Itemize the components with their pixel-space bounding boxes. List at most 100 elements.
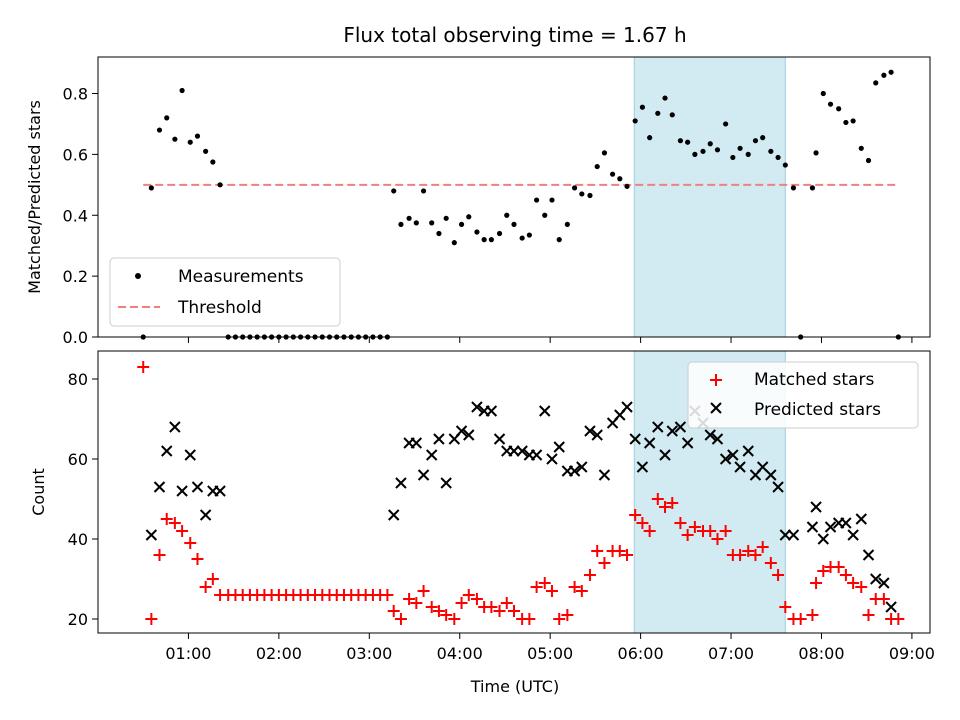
predicted-star-point (191, 481, 204, 493)
predicted-star-point (727, 449, 739, 461)
measurement-point (542, 212, 548, 218)
predicted-star-point (659, 449, 671, 461)
matched-star-point (817, 565, 830, 577)
measurement-point (217, 182, 223, 188)
predicted-star-point (652, 421, 664, 433)
predicted-star-point (440, 477, 452, 489)
matched-star-point (455, 597, 468, 609)
predicted-star-point (787, 529, 800, 541)
predicted-star-point (471, 401, 483, 413)
measurement-point (436, 230, 442, 237)
legend-matched-label: Matched stars (754, 370, 874, 390)
matched-star-point (145, 613, 158, 625)
x-tick-label: 02:00 (256, 644, 302, 663)
top-panel: 0.00.20.40.60.8 Matched/Predicted stars … (25, 56, 931, 347)
matched-star-point (794, 613, 807, 625)
predicted-star-point (463, 429, 475, 441)
x-axis-label: Time (UTC) (470, 677, 559, 696)
measurement-point (730, 154, 736, 161)
predicted-star-point (584, 425, 596, 437)
matched-star-point (206, 573, 219, 585)
measurement-point (745, 151, 751, 157)
matched-star-point (191, 553, 204, 565)
matched-star-point (199, 581, 212, 593)
top-axes-frame (97, 56, 931, 338)
predicted-star-point (516, 445, 528, 457)
predicted-star-point (870, 573, 882, 585)
matched-star-point (764, 557, 777, 569)
matched-star-point (806, 609, 819, 621)
matched-star-point (779, 601, 792, 613)
predicted-star-point (711, 433, 724, 445)
matched-star-point (711, 533, 724, 545)
chart-title: Flux total observing time = 1.67 h (343, 23, 686, 47)
y-tick-label: 0.2 (63, 267, 88, 286)
predicted-star-point (395, 477, 407, 489)
measurement-point (714, 147, 721, 153)
predicted-star-point (885, 601, 897, 613)
matched-star-point (629, 509, 642, 521)
matched-star-point (681, 529, 694, 541)
measurement-point (466, 214, 472, 220)
matched-star-point (598, 557, 611, 569)
measurement-point (481, 237, 487, 243)
predicted-star-point (674, 421, 687, 433)
predicted-star-point (161, 445, 173, 457)
matched-star-point (674, 517, 687, 529)
bottom-y-axis-label: Count (29, 468, 48, 516)
matched-star-point (719, 525, 732, 537)
matched-star-point (583, 569, 596, 581)
measurement-point (420, 188, 427, 194)
measurement-point (526, 232, 532, 238)
predicted-star-point (779, 529, 792, 541)
measurement-point (655, 110, 661, 116)
matched-stars-points (137, 361, 905, 625)
matched-star-point (621, 549, 634, 561)
predicted-star-point (591, 429, 603, 441)
matched-star-point (862, 609, 875, 621)
top-highlight-span (633, 56, 786, 338)
predicted-star-point (810, 501, 822, 513)
predicted-star-point (433, 433, 445, 445)
measurement-point (519, 235, 525, 241)
predicted-star-point (643, 437, 656, 449)
measurement-point (692, 151, 698, 157)
predicted-star-point (176, 485, 188, 497)
y-tick-label: 60 (68, 450, 88, 469)
measurement-point (601, 150, 608, 156)
measurement-point (813, 150, 819, 156)
measurement-point (443, 215, 449, 221)
measurement-point (156, 127, 163, 133)
matched-star-point (153, 549, 166, 561)
predicted-star-point (621, 401, 633, 413)
measurement-point (843, 119, 849, 126)
predicted-star-point (855, 513, 867, 525)
legend-threshold-label: Threshold (177, 298, 262, 318)
measurement-point (579, 191, 585, 197)
legend-predicted-marker (710, 402, 722, 414)
measurement-point (179, 87, 185, 94)
y-tick-label: 20 (68, 610, 88, 629)
measurement-point (881, 72, 887, 78)
predicted-star-point (719, 453, 732, 465)
measurement-point (639, 104, 646, 110)
measurement-point (836, 106, 842, 112)
measurement-point (194, 133, 201, 139)
measurement-point (458, 221, 465, 227)
measurement-point (406, 215, 412, 221)
measurement-point (617, 176, 623, 182)
measurement-point (504, 212, 510, 218)
matched-star-point (749, 549, 762, 561)
y-tick-label: 40 (68, 530, 88, 549)
matched-star-point (410, 597, 423, 609)
predicted-star-point (530, 449, 543, 461)
predicted-star-point (153, 481, 166, 493)
measurement-point (632, 118, 638, 124)
matched-star-point (591, 545, 604, 557)
matched-star-point (432, 605, 445, 617)
measurement-point (809, 185, 816, 191)
matched-star-point (636, 517, 649, 529)
measurement-point (210, 159, 216, 165)
predicted-star-point (878, 577, 890, 589)
matched-star-point (160, 513, 173, 525)
